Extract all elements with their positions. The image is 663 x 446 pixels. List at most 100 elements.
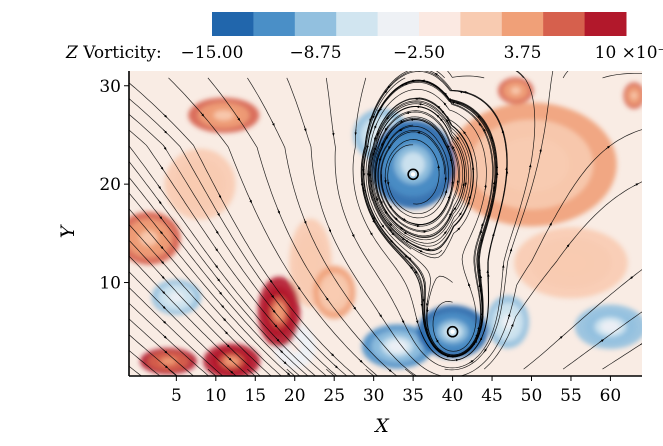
streamline-arrow bbox=[413, 269, 418, 275]
streamline-arrow bbox=[478, 122, 482, 128]
y-axis-ticks: 10 20 30 bbox=[99, 77, 129, 294]
streamline-arrow bbox=[548, 222, 552, 228]
streamline-arrow bbox=[160, 259, 165, 265]
streamline-arrow bbox=[384, 209, 388, 215]
colorbar-title-symbol: Z bbox=[65, 43, 79, 63]
colorbar-tick-label: 10 ×10⁻¹ bbox=[595, 43, 663, 63]
streamline-arrow bbox=[375, 195, 379, 202]
vortex-ring bbox=[407, 168, 419, 181]
streamline-arrow bbox=[640, 341, 642, 345]
colorbar-tick-label: −2.50 bbox=[393, 43, 445, 63]
streamline-arrow bbox=[214, 246, 219, 252]
streamline-arrow bbox=[448, 212, 452, 219]
streamline-arrow bbox=[407, 256, 412, 261]
streamline-arrow bbox=[157, 184, 162, 190]
vortex-centres bbox=[407, 168, 459, 338]
streamline-arrow bbox=[599, 339, 605, 343]
streamline bbox=[369, 103, 467, 255]
streamline-arrow bbox=[160, 165, 164, 171]
streamline-arrow bbox=[216, 211, 220, 217]
streamline-arrow bbox=[444, 189, 448, 196]
x-tick-label: 50 bbox=[521, 386, 543, 406]
x-tick-label: 20 bbox=[284, 386, 306, 406]
field-contour bbox=[160, 357, 177, 365]
streamline bbox=[361, 71, 508, 361]
colorbar-segment bbox=[501, 12, 544, 36]
streamline-arrow bbox=[605, 145, 611, 150]
streamline bbox=[365, 368, 375, 376]
colorbar-tick-label: −15.00 bbox=[181, 43, 244, 63]
streamline-arrow bbox=[565, 243, 570, 249]
vortex-core bbox=[410, 172, 416, 177]
streamline-arrow bbox=[483, 128, 487, 134]
streamline-arrow bbox=[249, 198, 252, 204]
field-contour bbox=[387, 340, 408, 353]
streamline-arrow bbox=[371, 214, 375, 221]
streamline bbox=[207, 368, 217, 376]
streamline-arrow bbox=[200, 112, 205, 117]
streamline bbox=[365, 80, 494, 356]
streamline-arrow bbox=[379, 155, 382, 162]
streamline bbox=[207, 77, 398, 376]
streamline-arrow bbox=[468, 195, 471, 201]
streamline-arrow bbox=[418, 249, 424, 253]
streamline-arrow bbox=[388, 204, 392, 209]
colorbar-title-text: Vorticity: bbox=[78, 43, 167, 63]
streamline-arrow bbox=[163, 145, 167, 151]
streamline-arrow bbox=[328, 227, 331, 233]
streamline-arrow bbox=[435, 337, 439, 344]
colorbar-segment bbox=[294, 12, 337, 36]
x-tick-label: 45 bbox=[481, 386, 503, 406]
streamline-arrow bbox=[159, 244, 164, 250]
streamlines bbox=[129, 71, 642, 376]
streamline-arrow bbox=[458, 212, 462, 217]
field-contour bbox=[328, 284, 341, 300]
field-contour bbox=[190, 174, 210, 194]
streamline bbox=[562, 71, 569, 79]
streamline-arrow bbox=[236, 116, 241, 122]
field-contour bbox=[555, 253, 587, 273]
streamline bbox=[602, 343, 642, 370]
streamline-arrow bbox=[441, 109, 446, 115]
streamline-arrow bbox=[418, 103, 424, 106]
streamline bbox=[435, 71, 445, 79]
streamline-arrow bbox=[275, 337, 280, 342]
streamline-arrow bbox=[403, 254, 408, 259]
streamline bbox=[129, 287, 224, 376]
streamline-arrow bbox=[158, 214, 163, 220]
streamline-arrow bbox=[403, 82, 409, 85]
streamline-arrow bbox=[374, 145, 377, 152]
streamline-arrow bbox=[492, 185, 496, 192]
streamline-arrow bbox=[269, 278, 273, 284]
streamline bbox=[129, 177, 301, 376]
streamline-arrow bbox=[229, 369, 234, 374]
x-tick-label: 15 bbox=[244, 386, 266, 406]
streamline-arrow bbox=[469, 360, 474, 364]
streamline-arrow bbox=[487, 213, 490, 220]
streamline bbox=[326, 368, 335, 376]
streamline-arrow bbox=[387, 368, 393, 373]
y-tick-label: 10 bbox=[99, 274, 121, 294]
streamline-arrow bbox=[393, 216, 399, 221]
streamline bbox=[363, 80, 497, 357]
streamline-arrow bbox=[220, 303, 225, 309]
streamline-arrow bbox=[528, 164, 532, 170]
streamline-arrow bbox=[452, 206, 457, 212]
streamline-arrow bbox=[351, 232, 355, 238]
streamline-arrow bbox=[447, 195, 451, 202]
streamline bbox=[368, 100, 478, 259]
streamline-arrow bbox=[285, 371, 291, 376]
streamline bbox=[129, 239, 261, 376]
streamline-arrow bbox=[447, 144, 451, 150]
streamline-arrow bbox=[558, 335, 563, 340]
streamline-arrow bbox=[437, 105, 442, 110]
streamline bbox=[129, 192, 292, 376]
streamline-arrow bbox=[477, 326, 480, 332]
streamline-arrow bbox=[452, 145, 456, 151]
streamline-arrow bbox=[216, 277, 221, 282]
streamline-arrow bbox=[398, 128, 404, 132]
colorbar-segment bbox=[377, 12, 420, 36]
streamline-arrow bbox=[358, 358, 363, 363]
streamline-arrow bbox=[379, 198, 383, 205]
